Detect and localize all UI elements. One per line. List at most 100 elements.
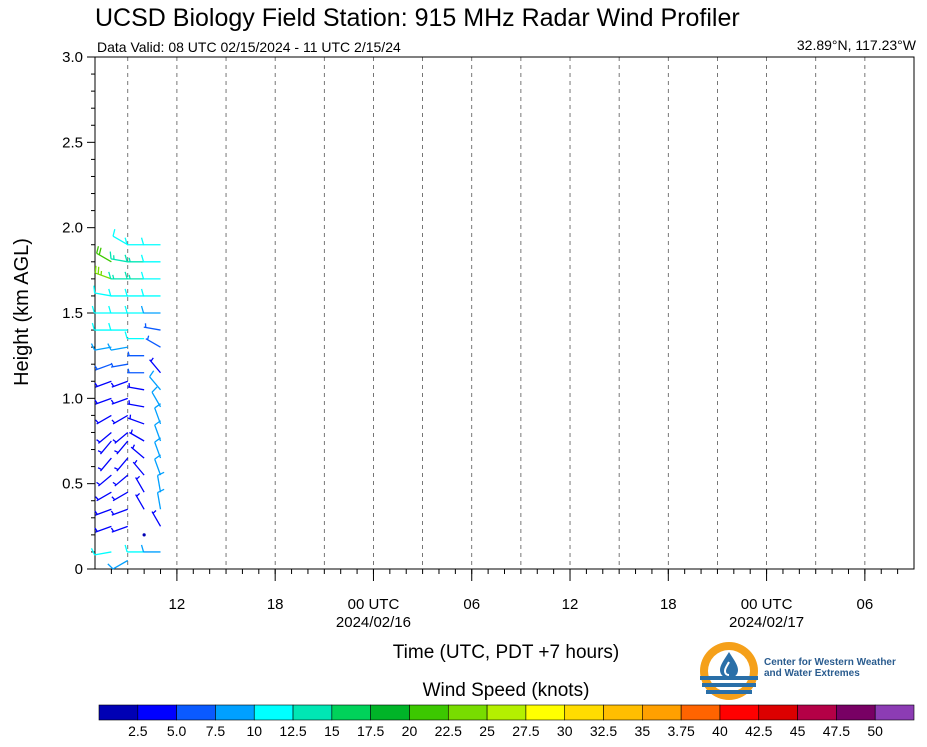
wind-barb (112, 229, 129, 246)
wind-barb (124, 237, 145, 246)
colorbar-label: 30 (557, 723, 573, 739)
chart-title: UCSD Biology Field Station: 915 MHz Rada… (95, 4, 740, 32)
wind-barb (156, 471, 165, 493)
wind-barb (108, 305, 128, 314)
colorbar-swatch (525, 704, 566, 721)
wind-barb (135, 492, 145, 510)
y-tick-label: 2.5 (62, 134, 83, 151)
wind-barb (97, 457, 112, 472)
wind-barb (124, 305, 145, 314)
wind-barb (90, 548, 112, 556)
x-axis-label: Time (UTC, PDT +7 hours) (393, 642, 619, 663)
wind-barb (110, 380, 128, 388)
colorbar-label: 15 (324, 723, 340, 739)
wind-barb (114, 440, 129, 455)
wind-barb (111, 491, 129, 502)
data-valid-text: Data Valid: 08 UTC 02/15/2024 - 11 UTC 2… (97, 39, 401, 55)
wind-barb (96, 474, 112, 487)
x-tick-label: 18 (660, 596, 677, 613)
wind-barb (94, 508, 112, 516)
colorbar-label: 40 (712, 723, 728, 739)
colorbar-label: 17.5 (357, 723, 384, 739)
colorbar-swatch (719, 704, 760, 721)
wind-barb (107, 559, 129, 570)
wind-barb (110, 397, 128, 405)
wind-barb (124, 331, 145, 340)
colorbar-label: 12.5 (279, 723, 306, 739)
wind-barb (149, 370, 162, 391)
wind-barb (110, 508, 128, 516)
colorbar-swatch (486, 704, 527, 721)
x-tick-label: 00 UTC (348, 596, 400, 613)
colorbar: 2.5 5.0 7.5 10 12.5 15 17.5 20 22.5 25 27.5 30 32.5 3… (98, 704, 915, 739)
colorbar-label: 22.5 (435, 723, 462, 739)
wind-barb (111, 414, 129, 425)
wind-barb (110, 525, 128, 533)
colorbar-swatch (98, 704, 139, 721)
wind-barb (135, 475, 145, 493)
wind-barb (132, 459, 145, 476)
wind-barb (112, 474, 129, 487)
colorbar-label: 50 (867, 723, 883, 739)
wind-barb (108, 271, 128, 280)
x-tick-label: 00 UTC (741, 596, 793, 613)
wind-barb (129, 429, 145, 442)
wind-barb (96, 431, 112, 444)
wind-barb (94, 380, 112, 388)
location-text: 32.89°N, 117.23°W (796, 37, 916, 53)
wind-barb (127, 351, 145, 357)
colorbar-label: 32.5 (590, 723, 617, 739)
y-axis: 0 0.5 1.0 1.5 2.0 2.5 3.0 (62, 49, 95, 578)
wind-barb (151, 510, 162, 527)
wind-barb (140, 544, 161, 553)
wind-barb (96, 246, 112, 263)
wind-barb (124, 254, 145, 263)
x-tick-date-label: 2024/02/17 (729, 614, 804, 631)
colorbar-swatch (642, 704, 682, 721)
wind-barb (110, 362, 128, 368)
y-tick-label: 3.0 (62, 49, 83, 66)
wind-barb (140, 288, 161, 297)
wind-barb (149, 357, 162, 374)
wind-barb (107, 343, 128, 351)
wind-barb (140, 237, 161, 246)
wind-barb (127, 383, 145, 391)
x-tick-label: 12 (169, 596, 186, 613)
colorbar-swatch (253, 704, 294, 721)
wind-barb (145, 335, 161, 348)
colorbar-swatch (409, 704, 449, 721)
colorbar-label: 20 (402, 723, 418, 739)
cw3e-logo-icon (700, 642, 758, 700)
colorbar-swatch (370, 704, 410, 721)
wind-barb (91, 322, 112, 331)
y-tick-label: 0.5 (62, 476, 83, 493)
y-tick-label: 2.0 (62, 220, 83, 237)
wind-barb (130, 444, 145, 459)
colorbar-label: 47.5 (823, 723, 850, 739)
wind-barb (140, 305, 161, 314)
colorbar-swatch (836, 704, 876, 721)
wind-barb (127, 368, 145, 374)
x-tick-label: 06 (857, 596, 874, 613)
logo-line-2: and Water Extremes (764, 668, 860, 679)
wind-barb (97, 440, 112, 455)
wind-barb (124, 271, 145, 280)
colorbar-swatch (680, 704, 721, 721)
y-tick-label: 0 (75, 561, 83, 578)
wind-barb (124, 544, 145, 553)
colorbar-swatch (137, 704, 177, 721)
wind-barb (112, 431, 129, 444)
colorbar-label: 2.5 (128, 723, 148, 739)
wind-barb (154, 454, 162, 476)
colorbar-swatch (874, 704, 915, 721)
wind-barb (142, 533, 146, 537)
wind-barb (108, 288, 128, 297)
wind-barb (95, 491, 112, 502)
colorbar-label: 5.0 (167, 723, 187, 739)
colorbar-swatch (797, 704, 837, 721)
cw3e-logo: Center for Western Weather and Water Ext… (700, 640, 910, 702)
colorbar-label: 7.5 (206, 723, 226, 739)
y-tick-label: 1.5 (62, 305, 83, 322)
